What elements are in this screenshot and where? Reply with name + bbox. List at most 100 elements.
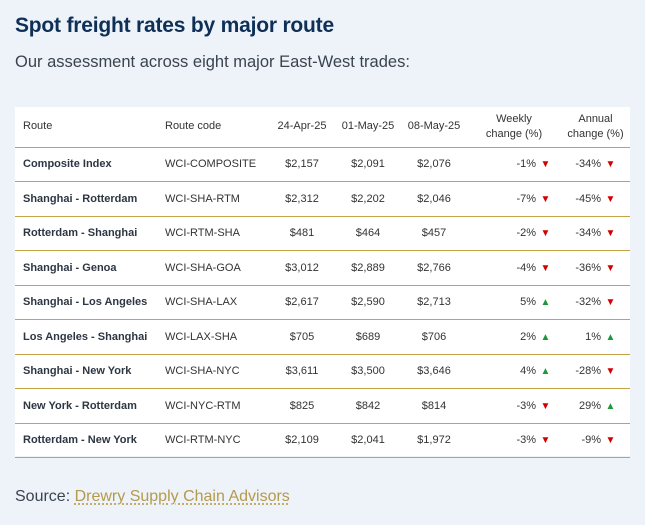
cell-annual-change: -28% ▼ [561,354,630,389]
table-row: New York - Rotterdam WCI-NYC-RTM $825 $842 $… [15,388,630,424]
cell-route: Shanghai - Genoa [15,250,165,286]
cell-weekly-change: 5% ▲ [467,285,561,320]
table-row: Shanghai - New York WCI-SHA-NYC $3,611 $3,5… [15,354,630,389]
cell-weekly-change: -4% ▼ [467,250,561,286]
weekly-change-value: -1% [516,158,536,171]
cell-route: Rotterdam - Shanghai [15,216,165,251]
cell-route-code: WCI-SHA-RTM [165,181,269,217]
header-date-2: 01-May-25 [335,107,401,148]
cell-date-1: $2,157 [269,147,335,182]
table-row: Shanghai - Rotterdam WCI-SHA-RTM $2,312 $2,… [15,181,630,217]
cell-date-1: $825 [269,388,335,424]
cell-date-3: $814 [401,388,467,424]
annual-change-value: -32% [575,296,601,309]
page-title: Spot freight rates by major route [15,14,334,37]
up-arrow-icon: ▲ [605,331,616,343]
cell-weekly-change: -1% ▼ [467,147,561,182]
cell-annual-change: -32% ▼ [561,285,630,320]
cell-weekly-change: 4% ▲ [467,354,561,389]
cell-weekly-change: -3% ▼ [467,388,561,424]
annual-change-value: -9% [581,434,601,447]
cell-date-3: $1,972 [401,423,467,458]
down-arrow-icon: ▼ [605,297,616,309]
cell-route: Shanghai - New York [15,354,165,389]
cell-route: Shanghai - Rotterdam [15,181,165,217]
up-arrow-icon: ▲ [605,400,616,412]
rates-table: Route Route code 24-Apr-25 01-May-25 08-… [15,107,630,458]
cell-date-3: $2,046 [401,181,467,217]
header-route: Route [15,107,165,148]
up-arrow-icon: ▲ [540,297,551,309]
cell-date-2: $2,091 [335,147,401,182]
cell-date-1: $2,617 [269,285,335,320]
cell-date-2: $2,202 [335,181,401,217]
annual-change-value: -34% [575,227,601,240]
header-weekly-line1: Weekly [496,112,532,125]
cell-route-code: WCI-LAX-SHA [165,319,269,355]
cell-date-1: $705 [269,319,335,355]
down-arrow-icon: ▼ [540,193,551,205]
cell-date-3: $2,076 [401,147,467,182]
cell-annual-change: 1% ▲ [561,319,630,355]
annual-change-value: -34% [575,158,601,171]
cell-route: New York - Rotterdam [15,388,165,424]
header-weekly-change: Weekly change (%) [467,107,561,148]
annual-change-value: -36% [575,261,601,274]
cell-date-1: $2,109 [269,423,335,458]
header-annual-line2: change (%) [567,127,624,140]
header-weekly-line2: change (%) [485,127,543,140]
down-arrow-icon: ▼ [540,435,551,447]
table-row: Shanghai - Los Angeles WCI-SHA-LAX $2,617 $… [15,285,630,320]
cell-annual-change: -45% ▼ [561,181,630,217]
annual-change-value: -28% [575,365,601,378]
cell-date-3: $2,766 [401,250,467,286]
cell-route-code: WCI-RTM-NYC [165,423,269,458]
cell-route: Shanghai - Los Angeles [15,285,165,320]
cell-route: Los Angeles - Shanghai [15,319,165,355]
source-label: Source: [15,488,71,505]
weekly-change-value: -3% [516,434,536,447]
cell-date-2: $3,500 [335,354,401,389]
weekly-change-value: -2% [516,227,536,240]
header-date-3: 08-May-25 [401,107,467,148]
cell-annual-change: 29% ▲ [561,388,630,424]
annual-change-value: 29% [578,399,601,412]
table-row: Shanghai - Genoa WCI-SHA-GOA $3,012 $2,889 $… [15,250,630,286]
cell-weekly-change: -2% ▼ [467,216,561,251]
source-link[interactable]: Drewry Supply Chain Advisors [74,488,290,505]
weekly-change-value: 5% [520,296,536,309]
cell-route-code: WCI-NYC-RTM [165,388,269,424]
cell-date-3: $457 [401,216,467,251]
cell-route-code: WCI-SHA-NYC [165,354,269,389]
table-row: Los Angeles - Shanghai WCI-LAX-SHA $705 $68… [15,319,630,355]
cell-annual-change: -9% ▼ [561,423,630,458]
down-arrow-icon: ▼ [605,228,616,240]
cell-route-code: WCI-SHA-LAX [165,285,269,320]
cell-date-1: $3,012 [269,250,335,286]
weekly-change-value: 2% [520,330,536,343]
cell-annual-change: -34% ▼ [561,216,630,251]
header-route-code: Route code [165,107,269,148]
up-arrow-icon: ▲ [540,331,551,343]
cell-weekly-change: -7% ▼ [467,181,561,217]
cell-date-2: $2,041 [335,423,401,458]
down-arrow-icon: ▼ [605,366,616,378]
cell-date-1: $481 [269,216,335,251]
cell-date-2: $464 [335,216,401,251]
down-arrow-icon: ▼ [540,228,551,240]
down-arrow-icon: ▼ [605,193,616,205]
rates-table-card: Route Route code 24-Apr-25 01-May-25 08-… [15,107,630,458]
cell-date-1: $3,611 [269,354,335,389]
table-row: Rotterdam - Shanghai WCI-RTM-SHA $481 $464 $… [15,216,630,251]
weekly-change-value: 4% [520,365,536,378]
cell-annual-change: -34% ▼ [561,147,630,182]
cell-route-code: WCI-SHA-GOA [165,250,269,286]
cell-date-2: $842 [335,388,401,424]
cell-route: Composite Index [15,147,165,182]
cell-date-3: $3,646 [401,354,467,389]
table-header-row: Route Route code 24-Apr-25 01-May-25 08-… [15,107,630,148]
cell-date-2: $689 [335,319,401,355]
annual-change-value: -45% [575,192,601,205]
up-arrow-icon: ▲ [540,366,551,378]
header-date-1: 24-Apr-25 [269,107,335,148]
